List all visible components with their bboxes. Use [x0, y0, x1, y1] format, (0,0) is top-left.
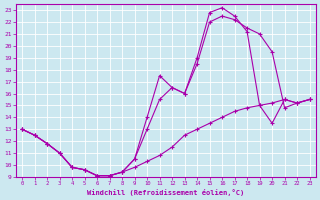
X-axis label: Windchill (Refroidissement éolien,°C): Windchill (Refroidissement éolien,°C) — [87, 189, 244, 196]
